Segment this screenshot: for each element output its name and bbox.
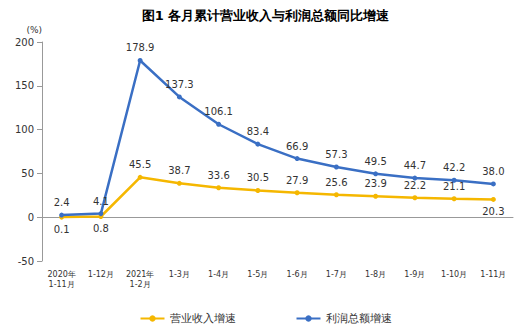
svg-text:178.9: 178.9 [126,42,155,53]
svg-text:1-4月: 1-4月 [208,270,229,279]
svg-text:4.1: 4.1 [93,196,109,207]
svg-text:1-3月: 1-3月 [169,270,190,279]
svg-text:利润总额增速: 利润总额增速 [326,312,392,325]
svg-text:23.9: 23.9 [364,178,386,189]
svg-text:1-7月: 1-7月 [326,270,347,279]
svg-text:1-6月: 1-6月 [287,270,308,279]
svg-text:27.9: 27.9 [286,175,308,186]
svg-text:1-9月: 1-9月 [404,270,425,279]
svg-text:1-10月: 1-10月 [441,270,467,279]
svg-text:22.2: 22.2 [404,180,426,191]
svg-text:1-11月: 1-11月 [480,270,506,279]
svg-text:50: 50 [21,168,34,179]
svg-text:49.5: 49.5 [364,156,386,167]
svg-text:83.4: 83.4 [247,126,269,137]
svg-text:44.7: 44.7 [404,160,426,171]
svg-text:0: 0 [28,212,34,223]
svg-text:(%): (%) [26,25,42,35]
svg-text:1-8月: 1-8月 [365,270,386,279]
svg-text:1-2月: 1-2月 [130,280,151,289]
svg-text:42.2: 42.2 [443,162,465,173]
svg-text:1-11月: 1-11月 [49,280,75,289]
svg-text:21.1: 21.1 [443,181,465,192]
svg-text:2.4: 2.4 [54,197,70,208]
svg-text:20.3: 20.3 [482,206,504,217]
svg-text:45.5: 45.5 [129,159,151,170]
svg-text:2020年: 2020年 [47,270,75,279]
svg-text:1-5月: 1-5月 [247,270,268,279]
svg-text:38.0: 38.0 [482,166,504,177]
svg-text:30.5: 30.5 [247,172,269,183]
svg-text:1-12月: 1-12月 [88,270,114,279]
svg-text:-50: -50 [18,256,34,267]
svg-text:2021年: 2021年 [126,270,154,279]
svg-text:0.1: 0.1 [54,224,70,235]
svg-text:营业收入增速: 营业收入增速 [170,312,236,325]
svg-text:66.9: 66.9 [286,141,308,152]
svg-text:0.8: 0.8 [93,223,109,234]
svg-text:100: 100 [15,124,34,135]
svg-text:25.6: 25.6 [325,177,347,188]
svg-text:200: 200 [15,37,34,48]
svg-text:137.3: 137.3 [165,79,194,90]
svg-text:57.3: 57.3 [325,149,347,160]
svg-text:图1 各月累计营业收入与利润总额同比增速: 图1 各月累计营业收入与利润总额同比增速 [142,8,391,23]
svg-text:38.7: 38.7 [168,165,190,176]
svg-text:150: 150 [15,80,34,91]
svg-text:33.6: 33.6 [207,170,229,181]
svg-text:106.1: 106.1 [204,106,233,117]
